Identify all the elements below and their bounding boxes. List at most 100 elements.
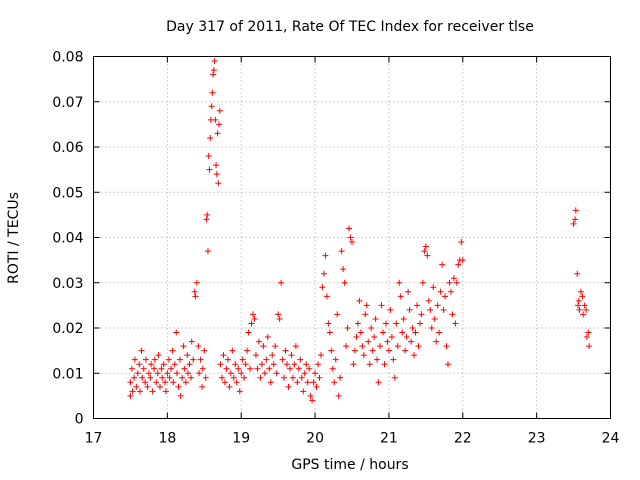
- data-point: [368, 325, 375, 331]
- data-point: [357, 329, 364, 336]
- data-point: [139, 374, 146, 381]
- data-point: [255, 338, 262, 345]
- data-point: [585, 329, 592, 336]
- data-point: [440, 306, 447, 313]
- y-tick-label: 0: [75, 412, 84, 428]
- data-point: [349, 239, 355, 246]
- data-point: [397, 293, 404, 300]
- data-point: [303, 361, 310, 368]
- data-point: [572, 207, 579, 214]
- data-point: [363, 302, 370, 309]
- data-point: [199, 383, 206, 390]
- data-point: [415, 343, 422, 350]
- data-point: [310, 379, 317, 386]
- data-point: [165, 356, 172, 363]
- data-point: [159, 374, 166, 381]
- data-point: [334, 311, 341, 318]
- data-point: [223, 365, 230, 372]
- data-point: [575, 302, 582, 309]
- data-point: [263, 356, 270, 363]
- data-point: [574, 270, 581, 277]
- data-point: [583, 306, 590, 313]
- data-point: [346, 225, 353, 232]
- data-point: [416, 320, 423, 327]
- data-point: [408, 338, 415, 345]
- x-tick-label: 23: [528, 431, 546, 447]
- data-point: [137, 388, 144, 395]
- data-point: [210, 67, 217, 74]
- data-point: [297, 356, 304, 363]
- data-point: [261, 370, 268, 377]
- data-point: [235, 365, 242, 372]
- data-point: [221, 379, 228, 386]
- data-point: [319, 284, 326, 291]
- data-point: [369, 347, 376, 354]
- data-point: [335, 392, 342, 399]
- data-point: [254, 365, 261, 372]
- data-point: [421, 248, 428, 255]
- data-point: [577, 288, 584, 295]
- data-point: [213, 162, 220, 169]
- data-point: [403, 334, 410, 341]
- data-point: [232, 361, 239, 368]
- data-point: [131, 374, 138, 381]
- data-point: [204, 248, 211, 255]
- data-point: [195, 343, 202, 350]
- data-point: [144, 383, 151, 390]
- data-point: [586, 343, 593, 350]
- x-tick-label: 22: [454, 431, 472, 447]
- data-point: [208, 103, 215, 110]
- data-point: [164, 370, 171, 377]
- data-point: [341, 279, 348, 286]
- data-point: [197, 356, 204, 363]
- data-point: [279, 356, 286, 363]
- data-point: [576, 306, 583, 313]
- data-point: [212, 116, 219, 123]
- data-point: [581, 302, 588, 309]
- data-point: [275, 311, 282, 318]
- data-point: [425, 297, 432, 304]
- data-point: [430, 284, 437, 291]
- data-point: [175, 383, 182, 390]
- data-point: [572, 216, 579, 223]
- data-point: [173, 370, 180, 377]
- data-point: [307, 392, 314, 399]
- data-point: [236, 388, 243, 395]
- data-point: [227, 370, 234, 377]
- data-point: [353, 334, 360, 341]
- data-point: [179, 374, 186, 381]
- data-point: [434, 302, 441, 309]
- data-point: [251, 315, 258, 322]
- data-point: [257, 374, 264, 381]
- data-point: [239, 356, 246, 363]
- data-point: [402, 347, 409, 354]
- data-point: [436, 329, 443, 336]
- grid: [93, 56, 611, 419]
- data-point: [292, 343, 299, 350]
- data-point: [428, 325, 435, 331]
- data-point: [365, 338, 372, 345]
- data-point: [215, 180, 222, 187]
- data-point: [173, 329, 180, 336]
- data-point: [184, 352, 191, 359]
- data-point: [216, 107, 223, 114]
- data-point: [344, 325, 351, 331]
- data-point: [176, 356, 183, 363]
- data-point: [209, 89, 216, 96]
- data-point: [230, 374, 237, 381]
- data-point: [338, 248, 345, 255]
- data-point: [445, 361, 452, 368]
- data-point: [433, 338, 440, 345]
- data-point: [229, 347, 236, 354]
- data-point: [191, 288, 198, 295]
- data-point: [583, 334, 590, 341]
- data-point: [210, 71, 217, 78]
- data-point: [446, 279, 453, 286]
- data-point: [320, 270, 327, 277]
- data-point: [244, 347, 251, 354]
- x-axis-ticks: 17 18 19 20 21 22 23 24: [85, 56, 619, 447]
- data-point: [381, 361, 388, 368]
- data-point: [276, 315, 283, 322]
- data-point: [580, 311, 587, 318]
